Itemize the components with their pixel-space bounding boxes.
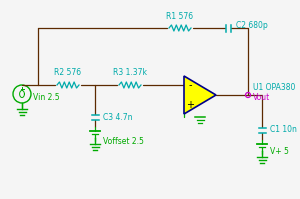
Text: Voffset 2.5: Voffset 2.5 <box>103 137 144 145</box>
Text: +: + <box>186 100 194 110</box>
Text: C2 680p: C2 680p <box>236 20 268 29</box>
Text: R1 576: R1 576 <box>167 12 194 21</box>
Text: R3 1.37k: R3 1.37k <box>113 68 147 77</box>
Polygon shape <box>184 76 216 114</box>
Text: R2 576: R2 576 <box>54 68 82 77</box>
Text: C1 10n: C1 10n <box>270 126 297 135</box>
Text: -: - <box>188 80 192 90</box>
Text: V+ 5: V+ 5 <box>270 147 289 156</box>
Text: C3 4.7n: C3 4.7n <box>103 112 133 122</box>
Text: U1 OPA380: U1 OPA380 <box>253 83 296 92</box>
Text: Vout: Vout <box>253 94 270 102</box>
Text: Vin 2.5: Vin 2.5 <box>33 93 60 101</box>
